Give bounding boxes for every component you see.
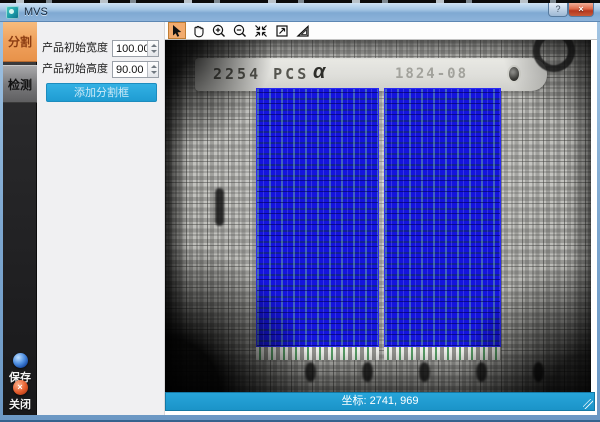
title-bar[interactable]: MVS ? ×	[0, 3, 600, 22]
pan-tool-button[interactable]	[189, 22, 207, 39]
add-split-box-button[interactable]: 添加分割框	[46, 83, 157, 102]
mvs-window: MVS ? × 分割 检测 保存 × 关闭	[0, 3, 600, 422]
width-spinbox[interactable]	[112, 40, 159, 57]
tray-screw-hole	[507, 65, 521, 83]
tray-logo-mark: α	[313, 61, 326, 83]
width-spinner-arrows[interactable]	[147, 41, 158, 56]
triangle-ruler-icon	[296, 24, 309, 37]
camera-image-canvas[interactable]: 2254 PCS α 1824-08	[165, 40, 591, 393]
tab-segmentation[interactable]: 分割	[3, 22, 37, 62]
tray-label-strip: 2254 PCS α 1824-08	[195, 58, 547, 91]
width-input[interactable]	[113, 41, 147, 56]
height-field-row: 产品初始高度	[42, 61, 159, 78]
segmentation-form: 产品初始宽度 产品初始高度	[38, 22, 165, 415]
fit-view-icon	[255, 24, 267, 37]
zoom-in-tool-button[interactable]	[210, 22, 228, 39]
save-icon	[12, 353, 28, 368]
cursor-arrow-icon	[173, 24, 182, 37]
height-input[interactable]	[113, 62, 147, 77]
fit-view-tool-button[interactable]	[252, 22, 270, 39]
app-icon	[6, 6, 19, 19]
hand-icon	[194, 25, 204, 37]
close-icon: ×	[12, 380, 28, 395]
chip-row-right	[384, 347, 501, 360]
canvas-toolbar	[165, 22, 597, 40]
height-spinbox[interactable]	[112, 61, 159, 78]
tray-pocket-hole	[362, 362, 373, 382]
tray-corner-ring	[533, 40, 575, 72]
spin-down-icon[interactable]	[151, 71, 157, 74]
tray-slot-hole	[215, 188, 224, 226]
width-field-label: 产品初始宽度	[42, 42, 108, 54]
tray-date-code: 1824-08	[395, 66, 469, 82]
status-bar: 坐标: 2741, 969	[165, 392, 595, 411]
zoom-out-tool-button[interactable]	[231, 22, 249, 39]
tab-detection-label: 检测	[7, 77, 32, 92]
tray-pocket-hole	[476, 362, 487, 382]
width-field-row: 产品初始宽度	[42, 40, 159, 57]
tray-count-text: 2254 PCS	[213, 65, 310, 83]
resize-box-tool-button[interactable]	[273, 22, 291, 39]
zoom-out-icon	[233, 24, 246, 37]
segmentation-overlay-right[interactable]	[384, 88, 501, 347]
tab-segmentation-label: 分割	[7, 35, 32, 49]
window-title: MVS	[24, 6, 48, 18]
segmentation-overlay-left[interactable]	[256, 88, 379, 347]
window-body: 分割 检测 保存 × 关闭 产品初始宽度	[3, 22, 597, 415]
main-area: 2254 PCS α 1824-08	[165, 22, 597, 415]
spin-up-icon[interactable]	[151, 44, 157, 47]
desktop-background-strip	[0, 0, 600, 4]
tray-pocket-hole	[305, 362, 316, 382]
height-spinner-arrows[interactable]	[147, 62, 158, 77]
chip-row-left	[256, 347, 379, 360]
resize-box-icon	[276, 24, 288, 37]
spin-down-icon[interactable]	[151, 50, 157, 53]
cursor-tool-button[interactable]	[168, 22, 186, 39]
close-button[interactable]: × 关闭	[3, 380, 37, 412]
spin-up-icon[interactable]	[151, 65, 157, 68]
help-button[interactable]: ?	[548, 3, 568, 17]
coordinates-readout: 坐标: 2741, 969	[341, 395, 419, 407]
resize-grip[interactable]	[583, 399, 593, 409]
tray-pocket-hole	[533, 362, 544, 382]
zoom-in-icon	[212, 24, 225, 37]
measure-tool-button[interactable]	[294, 22, 312, 39]
tab-detection[interactable]: 检测	[3, 65, 37, 103]
tray-pocket-hole	[419, 362, 430, 382]
height-field-label: 产品初始高度	[42, 63, 108, 75]
window-close-button[interactable]: ×	[568, 3, 594, 17]
sidebar: 分割 检测 保存 × 关闭	[3, 22, 37, 415]
close-label: 关闭	[9, 399, 31, 411]
